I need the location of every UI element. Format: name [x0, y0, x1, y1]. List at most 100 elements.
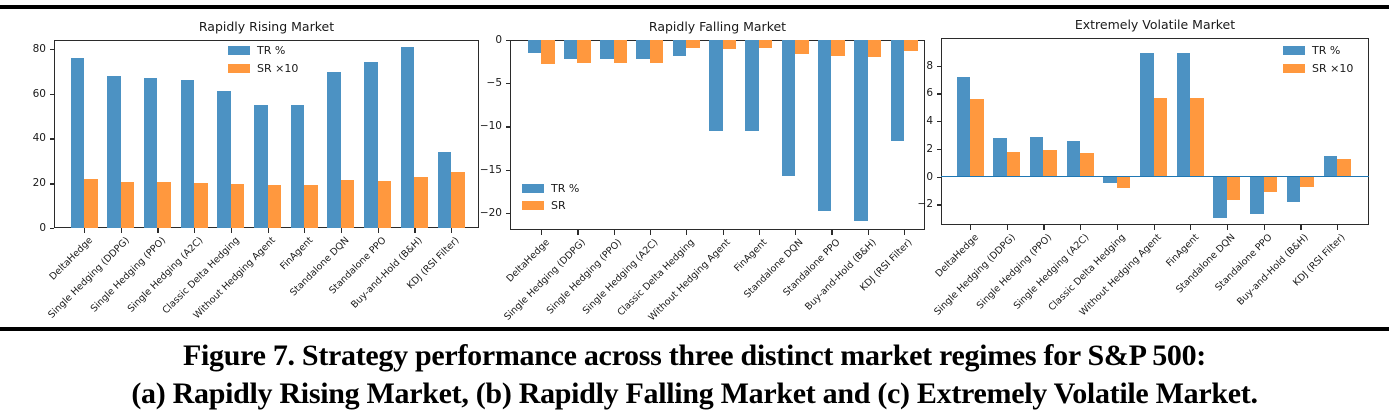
x-tick-label: Buy-and-Hold (B&H)	[349, 235, 426, 311]
y-tick-mark	[936, 176, 941, 178]
bar-tr	[1066, 140, 1081, 177]
bar-tr	[993, 137, 1007, 177]
bar-tr	[563, 40, 578, 59]
bar-tr	[854, 40, 868, 222]
bar-tr	[600, 40, 614, 59]
bar-sr	[1263, 176, 1278, 193]
legend-entry: SR	[522, 199, 566, 212]
y-tick-label: −2	[917, 198, 933, 211]
chart-title: Rapidly Falling Market	[648, 19, 787, 34]
top-rule	[0, 5, 1389, 9]
y-tick-label: 0	[495, 34, 502, 46]
x-tick-mark	[686, 230, 688, 235]
bar-tr	[1140, 53, 1154, 177]
bar-tr	[437, 151, 451, 228]
legend-label: TR %	[1312, 44, 1341, 57]
bar-tr	[327, 72, 341, 228]
legend-label: SR ×10	[257, 62, 299, 75]
y-tick-label: 0	[39, 222, 46, 234]
y-tick-label: 40	[32, 132, 46, 145]
x-tick-mark	[230, 228, 233, 233]
bar-tr	[254, 104, 268, 228]
bar-sr	[970, 98, 984, 177]
bar-sr	[1190, 97, 1204, 177]
x-tick-mark	[1043, 225, 1045, 230]
y-tick-label: 8	[926, 59, 933, 72]
y-tick-label: 60	[32, 87, 46, 100]
x-tick-mark	[1080, 225, 1082, 230]
x-tick-mark	[194, 228, 196, 233]
y-tick-mark	[49, 183, 54, 185]
bar-sr	[267, 184, 281, 228]
bar-tr	[527, 40, 541, 53]
bar-tr	[817, 40, 832, 211]
bar-tr	[1286, 176, 1301, 203]
bar-sr	[1337, 158, 1351, 177]
x-tick-mark	[84, 228, 86, 233]
x-tick-mark	[304, 228, 306, 233]
bar-tr	[107, 75, 121, 228]
figure-caption-line2: (a) Rapidly Rising Market, (b) Rapidly F…	[131, 377, 1258, 410]
y-tick-label: −20	[479, 206, 502, 219]
y-tick-mark	[49, 138, 54, 140]
y-tick-mark	[505, 126, 510, 128]
bar-tr	[143, 78, 158, 228]
bar-sr	[686, 40, 700, 48]
bar-tr	[956, 76, 970, 177]
bar-sr	[1006, 151, 1021, 177]
bar-sr	[1043, 150, 1057, 177]
x-tick-mark	[377, 228, 379, 233]
y-tick-mark	[936, 204, 941, 206]
x-tick-mark	[722, 230, 724, 235]
bar-tr	[781, 40, 796, 177]
x-tick-mark	[970, 225, 972, 230]
bar-sr	[1116, 176, 1131, 189]
bar-sr	[1300, 176, 1314, 187]
bar-sr	[904, 40, 918, 52]
x-tick-label: FinAgent	[277, 235, 315, 273]
bar-sr	[414, 176, 428, 228]
legend-label: TR %	[551, 182, 580, 195]
bar-sr	[577, 40, 591, 64]
legend-swatch	[522, 201, 544, 210]
bar-sr	[795, 40, 809, 54]
x-tick-mark	[613, 230, 615, 235]
bar-sr	[84, 178, 98, 228]
bar-tr	[890, 40, 904, 142]
y-tick-mark	[505, 169, 510, 171]
bar-tr	[709, 40, 723, 131]
bar-sr	[867, 40, 882, 58]
bar-sr	[194, 182, 208, 228]
x-tick-mark	[1300, 225, 1302, 230]
y-tick-mark	[49, 93, 54, 95]
chart-title: Rapidly Rising Market	[198, 19, 335, 34]
bar-tr	[1029, 137, 1044, 177]
legend-swatch	[228, 64, 250, 73]
y-tick-label: −5	[486, 77, 502, 90]
bar-sr	[1080, 152, 1094, 177]
y-tick-label: 2	[926, 142, 933, 155]
bar-sr	[758, 40, 773, 48]
bottom-rule	[0, 327, 1389, 331]
y-tick-label: 20	[32, 177, 46, 190]
bar-tr	[180, 80, 195, 228]
bar-tr	[70, 57, 84, 228]
bar-sr	[304, 184, 318, 228]
bar-sr	[157, 181, 171, 228]
bar-tr	[636, 40, 650, 59]
x-tick-mark	[1153, 225, 1155, 230]
x-tick-mark	[541, 230, 543, 235]
x-tick-mark	[867, 230, 869, 235]
x-tick-mark	[1226, 225, 1229, 230]
chart-title: Extremely Volatile Market	[1074, 17, 1236, 32]
y-tick-mark	[936, 121, 941, 123]
bar-tr	[290, 104, 305, 228]
legend-label: SR	[551, 199, 566, 212]
y-tick-label: 0	[926, 170, 933, 183]
x-tick-mark	[795, 230, 797, 235]
legend-label: TR %	[257, 44, 286, 57]
bar-tr	[1213, 176, 1227, 219]
bar-sr	[613, 40, 628, 64]
x-tick-mark	[1337, 225, 1339, 230]
bar-sr	[1153, 97, 1167, 177]
